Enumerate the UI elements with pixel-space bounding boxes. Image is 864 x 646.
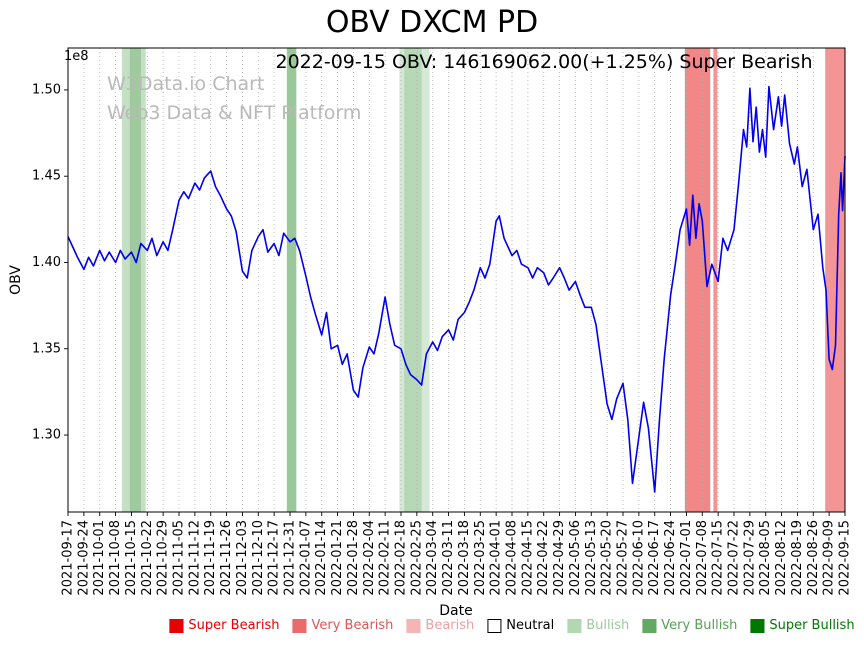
x-tick-label: 2022-04-08 [505, 520, 520, 596]
y-tick-label: 1.35 [32, 341, 61, 356]
x-tick-label: 2021-12-10 [251, 520, 266, 596]
y-tick-label: 1.45 [32, 169, 61, 184]
x-tick-label: 2022-04-01 [489, 520, 504, 596]
x-tick-label: 2021-11-12 [187, 520, 202, 596]
chart-title: OBV DXCM PD [325, 5, 539, 40]
legend-swatch-bullish [567, 618, 582, 633]
x-tick-label: 2022-04-15 [520, 520, 535, 596]
legend-swatch-very-bearish [292, 618, 307, 633]
x-tick-label: 2021-10-01 [92, 520, 107, 596]
x-tick-label: 2022-04-29 [552, 520, 567, 596]
x-tick-label: 2022-07-22 [727, 520, 742, 596]
x-tick-label: 2021-11-26 [219, 520, 234, 596]
legend-swatch-super-bearish [169, 618, 184, 633]
x-tick-label: 2022-05-20 [600, 520, 615, 596]
signal-band-very-bearish [713, 48, 718, 512]
x-tick-label: 2022-03-25 [473, 520, 488, 596]
x-tick-label: 2022-05-06 [568, 520, 583, 596]
x-tick-label: 2022-07-08 [695, 520, 710, 596]
x-tick-label: 2022-07-01 [679, 520, 694, 596]
x-tick-label: 2021-12-17 [267, 520, 282, 596]
legend-item-super-bearish: Super Bearish [169, 618, 280, 633]
x-tick-label: 2022-03-11 [441, 520, 456, 596]
x-tick-label: 2021-12-03 [235, 520, 250, 596]
x-tick-label: 2022-08-05 [758, 520, 773, 596]
x-tick-label: 2022-07-15 [711, 520, 726, 596]
y-tick-label: 1.30 [32, 428, 61, 443]
legend-label-super-bullish: Super Bullish [769, 618, 855, 633]
signal-band-bullish [399, 48, 430, 512]
x-axis-ticks: 2021-09-17 2021-09-24 2021-10-01 2021-10-08… [61, 512, 853, 596]
x-tick-label: 2022-06-17 [647, 520, 662, 596]
x-tick-label: 2022-02-11 [378, 520, 393, 596]
x-tick-label: 2022-06-24 [663, 520, 678, 596]
legend-item-very-bullish: Very Bullish [642, 618, 737, 633]
x-tick-label: 2022-05-27 [616, 520, 631, 596]
legend-swatch-super-bullish [750, 618, 765, 633]
plot-frame [67, 47, 846, 513]
x-tick-label: 2022-02-25 [409, 520, 424, 596]
x-tick-label: 2022-04-22 [536, 520, 551, 596]
signal-band-very-bearish [825, 48, 845, 512]
signal-band-very-bullish [129, 48, 141, 512]
legend-label-bullish: Bullish [586, 618, 630, 633]
legend-label-very-bullish: Very Bullish [661, 618, 738, 633]
legend-label-very-bearish: Very Bearish [311, 618, 394, 633]
y-axis-label: OBV [8, 265, 24, 295]
x-tick-label: 2022-07-29 [742, 520, 757, 596]
watermark-line-1: W3Data.io Chart [107, 73, 265, 95]
x-axis-label: Date [439, 603, 473, 619]
x-tick-label: 2021-09-17 [61, 520, 76, 596]
legend-item-bullish: Bullish [567, 618, 629, 633]
x-tick-label: 2022-02-18 [394, 520, 409, 596]
signal-legend: Super Bearish Very Bearish Bearish Neutr… [169, 618, 855, 633]
legend-item-super-bullish: Super Bullish [750, 618, 855, 633]
legend-swatch-bearish [406, 618, 421, 633]
legend-label-super-bearish: Super Bearish [188, 618, 280, 633]
x-tick-label: 2022-01-14 [314, 520, 329, 596]
legend-label-neutral: Neutral [506, 618, 555, 633]
watermark-line-2: Web3 Data & NFT Platform [107, 102, 362, 124]
y-tick-label: 1.40 [32, 255, 61, 270]
y-axis-ticks: 1.30 1.35 1.40 1.45 1.50 [32, 82, 68, 443]
signal-band-bullish [121, 48, 146, 512]
x-tick-label: 2022-01-28 [346, 520, 361, 596]
x-tick-label: 2022-01-07 [298, 520, 313, 596]
legend-label-bearish: Bearish [425, 618, 475, 633]
x-tick-label: 2021-10-08 [108, 520, 123, 596]
obv-line [67, 85, 846, 493]
legend-item-very-bearish: Very Bearish [292, 618, 394, 633]
x-tick-label: 2021-11-05 [172, 520, 187, 596]
x-tick-label: 2021-10-15 [124, 520, 139, 596]
x-tick-label: 2021-11-19 [203, 520, 218, 596]
x-tick-label: 2022-03-18 [457, 520, 472, 596]
x-tick-label: 2022-09-15 [838, 520, 853, 596]
x-tick-label: 2022-09-09 [822, 520, 837, 596]
signal-band-very-bullish [286, 48, 297, 512]
legend-swatch-neutral [487, 618, 502, 633]
x-tick-label: 2022-01-21 [330, 520, 345, 596]
x-tick-label: 2022-05-13 [584, 520, 599, 596]
x-tick-label: 2021-12-31 [283, 520, 298, 596]
legend-item-bearish: Bearish [406, 618, 474, 633]
x-tick-label: 2022-08-12 [774, 520, 789, 596]
x-tick-label: 2021-10-22 [140, 520, 155, 596]
y-tick-label: 1.50 [32, 82, 61, 97]
x-tick-label: 2022-08-26 [806, 520, 821, 596]
x-tick-label: 2021-09-24 [76, 520, 91, 596]
x-tick-label: 2022-08-19 [790, 520, 805, 596]
y-axis-offset-label: 1e8 [64, 49, 89, 64]
watermark: W3Data.io Chart Web3 Data & NFT Platform [107, 70, 361, 128]
signal-band-bullish [404, 48, 422, 512]
x-tick-label: 2021-10-29 [156, 520, 171, 596]
x-tick-label: 2022-03-04 [425, 520, 440, 596]
legend-swatch-very-bullish [642, 618, 657, 633]
x-tick-label: 2022-02-04 [362, 520, 377, 596]
legend-item-neutral: Neutral [487, 618, 554, 633]
chart-subtitle: 2022-09-15 OBV: 146169062.00(+1.25%) Sup… [275, 51, 813, 73]
x-tick-label: 2022-06-10 [631, 520, 646, 596]
